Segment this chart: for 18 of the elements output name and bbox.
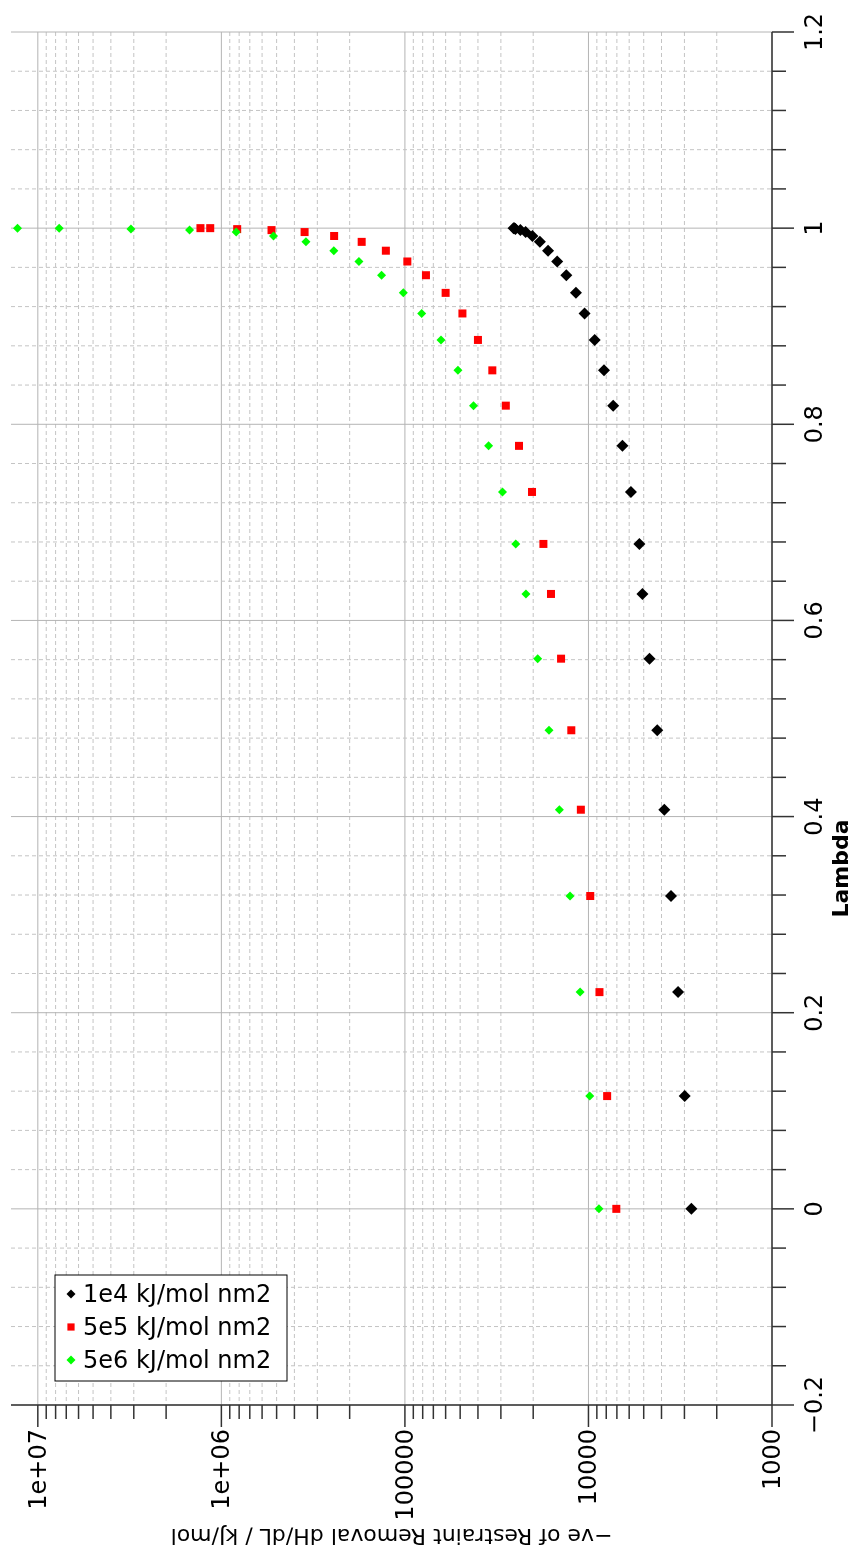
y-tick-label: 1 — [800, 220, 828, 236]
x-tick-label: 1e+06 — [207, 1429, 236, 1510]
x-tick-label: 100000 — [390, 1429, 419, 1521]
legend-label: 1e4 kJ/mol nm2 — [83, 1280, 272, 1308]
legend-label: 5e6 kJ/mol nm2 — [83, 1346, 272, 1374]
y-tick-label: 0.2 — [800, 993, 828, 1032]
y-tick-label: 0.6 — [800, 601, 828, 640]
y-tick-label: 1.2 — [800, 12, 828, 52]
y-tick-label: 0 — [800, 1201, 828, 1217]
y-tick-label: 0.8 — [800, 405, 828, 444]
y-tick-label: 0.4 — [800, 797, 828, 836]
y-tick-label: −0.2 — [800, 1375, 828, 1435]
legend-label: 5e5 kJ/mol nm2 — [83, 1313, 272, 1341]
x-tick-label: 10000 — [574, 1429, 603, 1506]
y-axis-title: Lambda — [828, 819, 853, 918]
x-tick-label: 1e+07 — [23, 1429, 52, 1510]
x-tick-label: 1000 — [758, 1429, 786, 1491]
x-axis-title: −ve of Restraint Removal dH/dL / kJ/mol — [170, 1524, 613, 1549]
